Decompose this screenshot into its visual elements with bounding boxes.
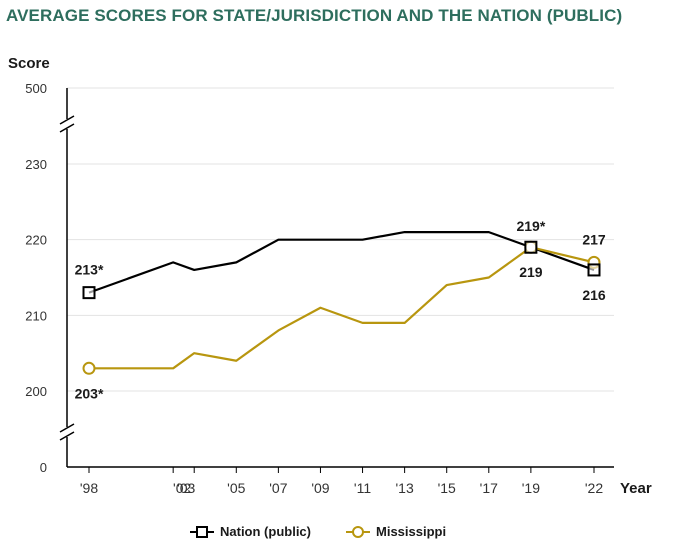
data-label: 219 bbox=[519, 264, 543, 280]
x-tick-label: '05 bbox=[227, 480, 245, 496]
legend-item-mississippi: Mississippi bbox=[346, 524, 446, 539]
x-tick-label: '11 bbox=[354, 480, 371, 496]
series-line-mississippi bbox=[89, 246, 595, 370]
axis-break-mark bbox=[59, 431, 75, 441]
legend-item-nation: Nation (public) bbox=[190, 524, 311, 539]
x-tick-label: '98 bbox=[80, 480, 98, 496]
axes bbox=[59, 88, 614, 468]
x-tick-label: '02 bbox=[173, 480, 191, 496]
data-point bbox=[82, 361, 96, 375]
axis-break-mark bbox=[59, 115, 75, 125]
data-label: 216 bbox=[582, 287, 606, 303]
y-tick-label: 210 bbox=[25, 308, 47, 323]
x-tick-label: '19 bbox=[522, 480, 540, 496]
y-tick-label: 0 bbox=[40, 460, 47, 475]
axis-break-mark bbox=[59, 423, 75, 433]
chart-title: AVERAGE SCORES FOR STATE/JURISDICTION AN… bbox=[6, 6, 623, 25]
x-tick-labels: '98 '02'03 '05 '07 '09 '11 '13 '15 '17 '19 '22 bbox=[80, 467, 603, 496]
y-tick-label: 220 bbox=[25, 233, 47, 248]
legend-label-mississippi: Mississippi bbox=[376, 524, 447, 539]
data-point bbox=[82, 286, 96, 300]
y-tick-label: 200 bbox=[25, 384, 47, 399]
data-point bbox=[524, 240, 538, 254]
data-label: 219* bbox=[516, 218, 545, 234]
x-tick-label: '09 bbox=[311, 480, 329, 496]
series-line-nation bbox=[88, 231, 595, 294]
y-tick-label: 230 bbox=[25, 157, 47, 172]
y-axis-label: Score bbox=[8, 55, 50, 72]
circle-marker-icon bbox=[346, 525, 370, 538]
x-tick-label: '22 bbox=[585, 480, 603, 496]
data-label: 213* bbox=[75, 262, 104, 278]
x-tick-label: '15 bbox=[438, 480, 456, 496]
y-tick-label: 500 bbox=[25, 81, 47, 96]
data-labels: 213* 219* 216 203* 219 217 bbox=[75, 218, 606, 401]
data-label: 217 bbox=[582, 231, 606, 247]
series-markers bbox=[82, 240, 601, 375]
x-tick-label: '17 bbox=[480, 480, 498, 496]
axis-break-mark bbox=[59, 123, 75, 133]
data-label: 203* bbox=[75, 385, 104, 401]
line-chart: Score 500 230 220 210 200 0 '98 '02'03 '05 '07 '0… bbox=[8, 55, 652, 497]
data-point bbox=[587, 263, 601, 277]
y-tick-labels: 500 230 220 210 200 0 bbox=[25, 81, 47, 475]
x-tick-label: '13 bbox=[396, 480, 414, 496]
x-axis-label: Year bbox=[620, 480, 652, 497]
legend-label-nation: Nation (public) bbox=[220, 524, 311, 539]
x-tick-label: '03 bbox=[177, 480, 195, 496]
x-tick-label: '07 bbox=[269, 480, 287, 496]
series-lines bbox=[88, 231, 595, 370]
square-marker-icon bbox=[190, 525, 214, 538]
legend: Nation (public) Mississippi bbox=[0, 524, 676, 546]
